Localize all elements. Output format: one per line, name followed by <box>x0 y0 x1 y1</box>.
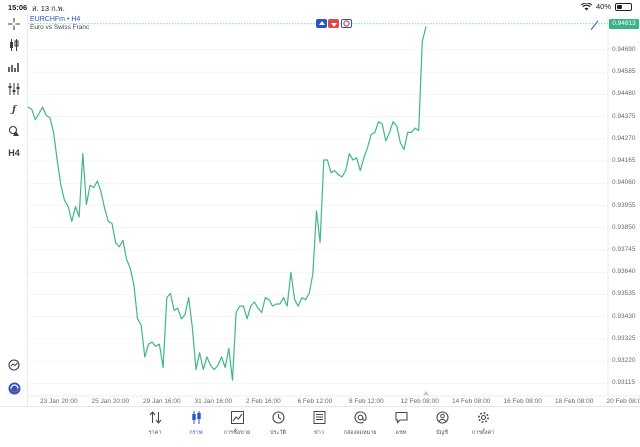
nav-trade[interactable]: การซื้อขาย <box>222 410 252 444</box>
account-icon <box>435 410 449 424</box>
left-toolbar: ƒ H4 <box>0 14 28 406</box>
nav-chat[interactable]: แชท <box>386 410 416 444</box>
time-tick-label: 23 Jan 20:00 <box>40 398 78 405</box>
news-icon <box>312 410 326 424</box>
price-tick-label: 0.94270 <box>612 134 636 142</box>
time-tick-label: 25 Jan 20:00 <box>91 398 130 405</box>
time-tick-label: 14 Feb 08:00 <box>452 398 491 405</box>
crosshair-icon[interactable] <box>5 16 23 32</box>
nav-trade-label: การซื้อขาย <box>223 430 251 436</box>
price-tick-label: 0.93850 <box>612 223 636 231</box>
history-icon <box>271 410 285 424</box>
status-time: 15:06 <box>8 3 28 12</box>
nav-account[interactable]: บัญชี <box>427 410 457 444</box>
price-chart[interactable] <box>28 14 640 406</box>
price-tick-label: 0.94375 <box>612 112 636 120</box>
price-tick-label: 0.93640 <box>612 268 636 276</box>
status-indicators: 40% <box>580 2 632 11</box>
time-tick-label: 12 Feb 08:00 <box>400 398 439 405</box>
time-tick-label: 31 Jan 16:00 <box>194 398 233 405</box>
price-tick-label: 0.93220 <box>612 357 636 365</box>
arrow-down-icon <box>330 22 337 27</box>
time-tick-label: 18 Feb 08:00 <box>555 398 594 405</box>
nav-account-label: บัญชี <box>436 430 448 436</box>
one-click-trading-icon[interactable] <box>5 380 23 396</box>
status-bar: 15:06 ส. 13 ก.พ. 40% <box>0 0 640 14</box>
time-tick-label: 6 Feb 12:00 <box>297 398 333 405</box>
wifi-icon <box>580 2 592 10</box>
nav-news[interactable]: ข่าว <box>304 410 334 444</box>
bar-chart-icon[interactable] <box>5 59 23 75</box>
price-line[interactable] <box>28 26 427 381</box>
chart-icon <box>189 410 203 424</box>
nav-history[interactable]: ประวัติ <box>263 410 293 444</box>
chart-area[interactable]: EURCHFm • H4 Euro vs Swiss Franc 0.94813… <box>28 14 640 406</box>
sliders-icon[interactable] <box>5 81 23 97</box>
battery-level <box>617 4 623 9</box>
nav-news-label: ข่าว <box>314 430 324 436</box>
nav-quotes-label: ราคา <box>148 430 162 436</box>
nav-history-label: ประวัติ <box>269 430 287 436</box>
price-tick-label: 0.93535 <box>612 290 636 298</box>
one-click-icon[interactable] <box>341 19 352 28</box>
time-tick-label: 16 Feb 08:00 <box>503 398 542 405</box>
symbol-description: Euro vs Swiss Franc <box>30 24 90 31</box>
bottom-navigation: ราคา กราฟ การซื้อขาย ประวัติ ข่าว กล่องจ… <box>0 406 640 447</box>
chat-icon <box>394 410 408 424</box>
time-tick-label: 20 Feb 08:00 <box>606 398 640 405</box>
nav-chat-label: แชท <box>395 430 407 436</box>
symbol-label[interactable]: EURCHFm • H4 <box>30 16 81 23</box>
price-tick-label: 0.93115 <box>612 379 636 387</box>
price-tick-label: 0.93745 <box>612 245 636 253</box>
current-price-label: 0.94813 <box>609 18 639 29</box>
buy-button[interactable] <box>316 19 327 28</box>
timeframe-button[interactable]: H4 <box>8 148 20 158</box>
price-tick-label: 0.93325 <box>612 334 636 342</box>
battery-percent: 40% <box>595 2 611 11</box>
trade-signal-icon[interactable] <box>5 357 23 373</box>
nav-mailbox[interactable]: กล่องจดหมาย <box>343 410 377 444</box>
time-tick-label: 29 Jan 16:00 <box>143 398 181 405</box>
nav-settings-label: การตั้งค่า <box>471 430 495 436</box>
battery-icon <box>615 2 632 11</box>
shapes-icon[interactable] <box>5 123 23 139</box>
price-tick-label: 0.94480 <box>612 90 636 98</box>
price-tick-label: 0.93955 <box>612 201 636 209</box>
settings-icon <box>476 410 490 424</box>
time-tick-label: 2 Feb 16:00 <box>246 398 281 405</box>
arrow-up-icon <box>318 20 325 25</box>
nav-mailbox-label: กล่องจดหมาย <box>343 430 377 436</box>
candlestick-icon[interactable] <box>5 37 23 53</box>
sell-button[interactable] <box>328 19 339 28</box>
mailbox-icon <box>353 410 367 424</box>
nav-settings[interactable]: การตั้งค่า <box>468 410 498 444</box>
price-tick-label: 0.94690 <box>612 45 636 53</box>
status-date: ส. 13 ก.พ. <box>32 4 65 13</box>
price-tick-label: 0.94165 <box>612 157 636 165</box>
price-tick-label: 0.94585 <box>612 68 636 76</box>
nav-chart-label: กราฟ <box>189 430 203 436</box>
price-tick-label: 0.93430 <box>612 312 636 320</box>
trend-marker[interactable] <box>590 20 599 31</box>
function-icon[interactable]: ƒ <box>12 105 16 115</box>
trade-icon <box>230 410 244 424</box>
time-scroll-marker[interactable] <box>423 391 429 395</box>
nav-quotes[interactable]: ราคา <box>140 410 170 444</box>
quotes-icon <box>148 410 162 424</box>
time-tick-label: 8 Feb 12:00 <box>349 398 384 405</box>
price-tick-label: 0.94060 <box>612 179 636 187</box>
nav-chart[interactable]: กราฟ <box>181 410 211 444</box>
